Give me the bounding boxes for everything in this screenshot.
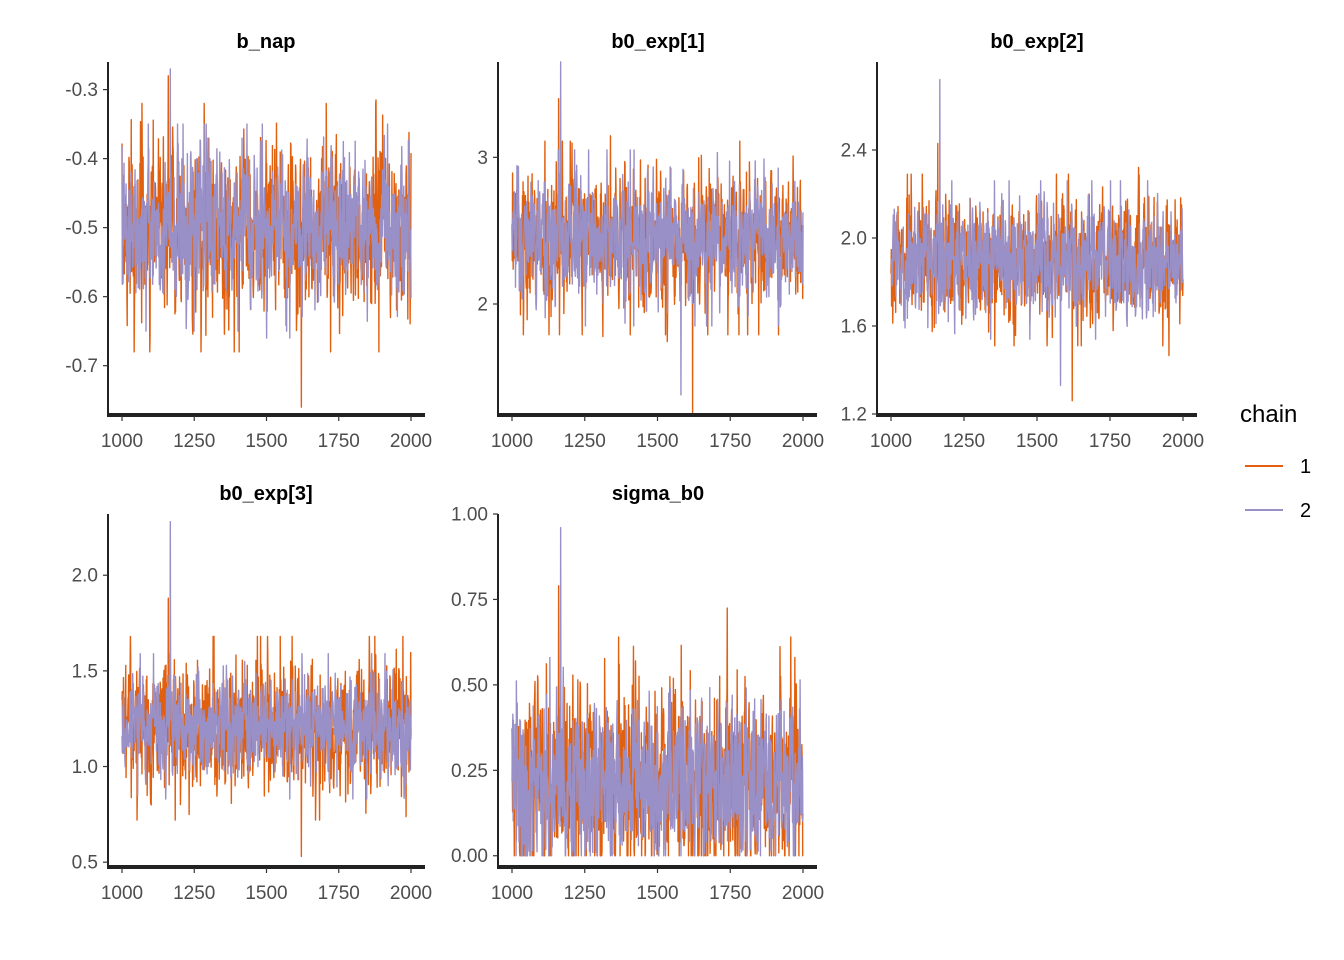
x-tick-label: 1000: [101, 431, 143, 452]
x-tick-label: 2000: [390, 431, 432, 452]
y-tick-label: -0.3: [65, 80, 98, 101]
panel-title: sigma_b0: [612, 483, 704, 505]
y-tick-label: 2: [477, 295, 488, 316]
panels-group: b_nap -0.3 -0.4 -0.5 -0.6 -0.7 1000 1250 1500 175…: [65, 31, 1204, 904]
panel-title: b0_exp[1]: [611, 31, 704, 53]
y-tick-label: -0.4: [65, 149, 98, 170]
y-tick-label: 1.2: [841, 405, 867, 426]
x-tick-label: 1750: [1089, 431, 1131, 452]
x-tick-label: 1750: [318, 431, 360, 452]
x-tick-label: 1000: [101, 883, 143, 904]
x-tick-label: 2000: [782, 883, 824, 904]
trace-chain-2: [890, 78, 1184, 387]
legend-label-chain-2: 2: [1300, 500, 1311, 522]
x-tick-label: 1250: [564, 431, 606, 452]
x-tick-label: 1250: [564, 883, 606, 904]
legend-label-chain-1: 1: [1300, 456, 1311, 478]
y-tick-label: 2.0: [72, 566, 98, 587]
panel-title: b_nap: [237, 31, 296, 53]
trace-chain-2: [511, 61, 804, 396]
y-tick-label: -0.5: [65, 218, 98, 239]
x-tick-label: 1000: [491, 883, 533, 904]
y-tick-label: -0.7: [65, 356, 98, 377]
trace-chain-2: [511, 526, 804, 857]
legend-title: chain: [1240, 401, 1297, 428]
y-tick-label: 0.25: [451, 761, 488, 782]
x-tick-label: 1500: [245, 883, 287, 904]
trace-chain-2: [121, 520, 412, 800]
y-tick-label: 3: [477, 148, 488, 169]
y-tick-label: 2.0: [841, 229, 867, 250]
y-tick-label: 1.5: [72, 661, 98, 682]
x-tick-label: 1500: [636, 431, 678, 452]
y-tick-label: 0.00: [451, 846, 488, 867]
panel-1: b0_exp[1] 3 2 1000 1250 1500 1750 2000: [477, 31, 824, 452]
panel-0: b_nap -0.3 -0.4 -0.5 -0.6 -0.7 1000 1250 1500 175…: [65, 31, 432, 452]
x-tick-label: 2000: [1162, 431, 1204, 452]
y-tick-label: 2.4: [841, 141, 868, 162]
x-tick-label: 1250: [173, 431, 215, 452]
x-tick-label: 1250: [943, 431, 985, 452]
legend: chain 1 2: [1240, 401, 1311, 522]
x-tick-label: 1000: [870, 431, 912, 452]
y-tick-label: -0.6: [65, 287, 98, 308]
y-tick-label: 1.6: [841, 317, 867, 338]
y-tick-label: 0.50: [451, 675, 488, 696]
panel-title: b0_exp[2]: [990, 31, 1083, 53]
x-tick-label: 1250: [173, 883, 215, 904]
x-tick-label: 2000: [782, 431, 824, 452]
x-tick-label: 1750: [318, 883, 360, 904]
panel-title: b0_exp[3]: [219, 483, 312, 505]
trace-chain-2: [121, 68, 412, 339]
x-tick-label: 1500: [245, 431, 287, 452]
x-tick-label: 1750: [709, 431, 751, 452]
x-tick-label: 2000: [390, 883, 432, 904]
y-tick-label: 0.5: [72, 853, 98, 874]
x-tick-label: 1000: [491, 431, 533, 452]
y-tick-label: 1.00: [451, 505, 488, 526]
y-tick-label: 1.0: [72, 757, 98, 778]
x-tick-label: 1500: [636, 883, 678, 904]
y-tick-label: 0.75: [451, 590, 488, 611]
x-tick-label: 1500: [1016, 431, 1058, 452]
x-tick-label: 1750: [709, 883, 751, 904]
